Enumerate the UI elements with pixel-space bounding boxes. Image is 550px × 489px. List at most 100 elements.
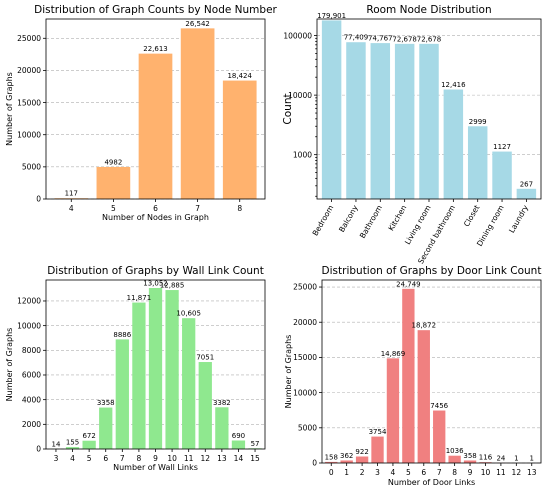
data-label: 1036	[446, 447, 464, 455]
bar	[479, 462, 492, 463]
x-tick-label: 3	[375, 468, 380, 477]
x-tick-label: 5	[87, 454, 92, 463]
data-label: 7051	[196, 354, 214, 362]
x-tick-label: 5	[111, 204, 116, 213]
bar	[346, 42, 366, 199]
bar	[394, 43, 415, 200]
data-label: 179,901	[317, 12, 346, 20]
data-label: 922	[355, 448, 368, 456]
y-tick-label: 2000	[22, 420, 41, 429]
x-tick-label: Bathroom	[358, 204, 384, 240]
bar	[402, 288, 415, 463]
y-tick-label: 5000	[22, 163, 41, 172]
data-label: 11,871	[127, 294, 152, 302]
data-label: 22,613	[143, 45, 168, 53]
y-tick-label: 4000	[22, 395, 41, 404]
data-label: 12,885	[160, 282, 185, 290]
data-label: 4982	[104, 158, 122, 166]
x-tick-label: 6	[153, 204, 158, 213]
y-tick-label: 20000	[293, 318, 317, 327]
bar	[148, 287, 163, 449]
bar	[321, 20, 342, 200]
x-tick-label: 1	[344, 468, 349, 477]
bar	[138, 53, 173, 200]
x-tick-label: 12	[512, 468, 522, 477]
x-tick-label: 15	[250, 454, 260, 463]
bar	[433, 410, 446, 463]
bar	[65, 447, 80, 449]
data-label: 155	[66, 439, 79, 447]
bar	[231, 440, 246, 449]
y-axis-label: Number of Graphs	[5, 72, 14, 146]
chart-panel-4: 158 362 922375414,86924,74918,872745610363…	[284, 265, 541, 487]
data-label: 77,409	[344, 34, 369, 42]
x-tick-label: 4	[391, 468, 396, 477]
data-label: 14	[51, 440, 60, 448]
data-label: 2999	[469, 118, 487, 126]
x-tick-label: 14	[234, 454, 244, 463]
data-label: 1	[530, 454, 534, 462]
y-axis-label: Number of Graphs	[5, 328, 14, 402]
bar	[96, 166, 131, 199]
data-label: 24,749	[396, 280, 421, 288]
bar	[467, 126, 488, 199]
bar	[419, 43, 439, 200]
x-tick-label: 4	[69, 204, 74, 213]
x-tick-label: 7	[195, 204, 200, 213]
y-tick-label: 5000	[298, 424, 317, 433]
bar	[370, 43, 391, 200]
bar	[215, 407, 229, 449]
y-tick-label: 15000	[293, 353, 317, 362]
data-label: 14,869	[381, 350, 406, 358]
y-tick-label: 25000	[293, 283, 317, 292]
x-tick-label: 7	[437, 468, 442, 477]
bar	[448, 455, 461, 463]
data-label: 72,678	[417, 35, 442, 43]
y-tick-label: 10000	[17, 130, 41, 139]
x-tick-label: 8	[237, 204, 242, 213]
y-tick-label: 0	[36, 195, 41, 204]
x-tick-label: Balcony	[337, 203, 360, 234]
chart-title: Distribution of Graphs by Wall Link Coun…	[47, 265, 264, 277]
y-axis-label: Number of Graphs	[284, 335, 293, 409]
x-tick-label: 10	[481, 468, 491, 477]
y-tick-label: 1000	[293, 150, 312, 159]
x-tick-label: 9	[153, 454, 158, 463]
data-label: 12,416	[441, 81, 466, 89]
data-label: 24	[496, 454, 505, 462]
chart-title: Distribution of Graphs by Door Link Coun…	[322, 265, 542, 277]
bar	[386, 358, 400, 463]
data-label: 3358	[97, 399, 115, 407]
data-label: 7456	[430, 402, 448, 410]
bar	[463, 460, 477, 463]
x-tick-label: 4	[70, 454, 75, 463]
data-label: 267	[520, 180, 533, 188]
chart-title: Distribution of Graph Counts by Node Num…	[34, 4, 277, 16]
x-tick-label: 13	[217, 454, 227, 463]
bar	[516, 188, 537, 199]
x-tick-label: 9	[468, 468, 473, 477]
bar	[492, 151, 512, 199]
y-tick-label: 12000	[17, 297, 41, 306]
y-tick-label: 10000	[17, 321, 41, 330]
x-axis-label: Number of Nodes in Graph	[102, 213, 209, 222]
x-axis-label: Number of Door Links	[388, 478, 475, 487]
x-axis-label: Number of Wall Links	[113, 463, 198, 472]
y-tick-label: 6000	[22, 371, 41, 380]
y-tick-label: 25000	[17, 34, 41, 43]
x-tick-label: 2	[360, 468, 365, 477]
data-label: 1127	[493, 143, 511, 151]
bar	[198, 362, 212, 449]
y-tick-label: 15000	[17, 98, 41, 107]
bar	[222, 80, 257, 199]
x-tick-label: Closet	[462, 203, 482, 228]
bar	[165, 290, 179, 449]
bar	[132, 302, 146, 449]
data-label: 158	[325, 453, 338, 461]
data-label: 3382	[213, 399, 231, 407]
data-label: 116	[479, 454, 493, 462]
y-tick-label: 20000	[17, 66, 41, 75]
y-tick-label: 10000	[288, 91, 312, 100]
data-label: 362	[340, 452, 353, 460]
data-label: 358	[463, 452, 476, 460]
